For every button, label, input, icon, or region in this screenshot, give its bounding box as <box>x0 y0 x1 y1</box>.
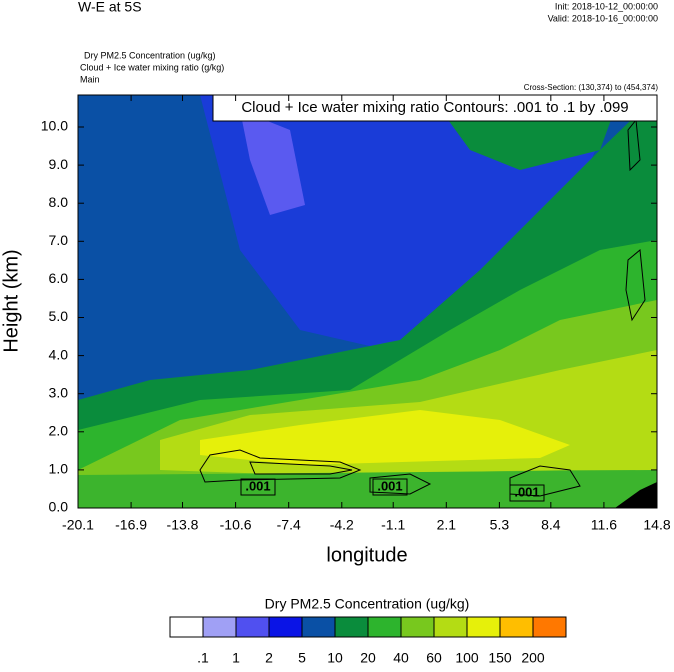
valid-time: Valid: 2018-10-16_00:00:00 <box>548 13 658 23</box>
y-tick-label: 9.0 <box>49 156 69 172</box>
colorbar-label: 5 <box>298 650 306 666</box>
colorbar-box <box>301 616 336 638</box>
colorbar-box <box>466 616 501 638</box>
field-region <box>78 470 657 508</box>
contour-label: .001 <box>514 484 539 499</box>
colorbar-box <box>367 616 402 638</box>
x-tick-label: 5.3 <box>490 517 510 533</box>
y-tick-label: 7.0 <box>49 232 69 248</box>
contour-lines <box>199 118 646 497</box>
y-tick-label: 10.0 <box>41 118 68 134</box>
colorbar-label: 60 <box>426 650 442 666</box>
colorbar-box <box>268 616 303 638</box>
colorbar-box <box>334 616 369 638</box>
x-tick-label: 2.1 <box>437 517 457 533</box>
field-region <box>615 482 657 508</box>
x-tick-label: -20.1 <box>62 517 94 533</box>
x-axis-label: longitude <box>326 544 407 566</box>
colorbar-label: 40 <box>393 650 409 666</box>
x-tick-label: 14.8 <box>643 517 670 533</box>
colorbar-title: Dry PM2.5 Concentration (ug/kg) <box>265 596 470 612</box>
contour-label-box <box>240 478 276 496</box>
cross-section: Cross-Section: (130,374) to (454,374) <box>524 83 659 92</box>
colorbar-label: 10 <box>327 650 343 666</box>
x-tick-label: -10.6 <box>220 517 252 533</box>
init-time: Init: 2018-10-12_00:00:00 <box>555 1 658 11</box>
contour-label: .001 <box>245 478 270 493</box>
colorbar-label: 2 <box>265 650 273 666</box>
field-name: Dry PM2.5 Concentration (ug/kg) <box>84 50 216 60</box>
annotation-box <box>212 94 658 122</box>
x-tick-label: -7.4 <box>277 517 301 533</box>
x-tick-label: -16.9 <box>115 517 147 533</box>
x-tick-label: 8.4 <box>541 517 561 533</box>
colorbar-box <box>532 616 567 638</box>
y-tick-label: 0.0 <box>49 499 69 515</box>
colorbar-label: 1 <box>232 650 240 666</box>
y-tick-label: 6.0 <box>49 270 69 286</box>
field-region <box>200 410 570 465</box>
field-region <box>240 110 305 215</box>
y-tick-label: 5.0 <box>49 308 69 324</box>
x-tick-label: -4.2 <box>330 517 354 533</box>
colorbar-label: 200 <box>521 650 545 666</box>
plot-frame <box>77 94 658 509</box>
colorbar-box <box>400 616 435 638</box>
colorbar-label: 150 <box>488 650 512 666</box>
y-tick-label: 4.0 <box>49 346 69 362</box>
annotation: Cloud + Ice water mixing ratio Contours:… <box>241 99 628 116</box>
x-tick-label: 11.6 <box>591 517 617 533</box>
colorbar-label: .1 <box>197 650 209 666</box>
y-axis-label: Height (km) <box>0 249 22 352</box>
colorbar-label: 100 <box>455 650 479 666</box>
contour-label: .001 <box>377 478 402 493</box>
colorbar-box <box>235 616 270 638</box>
y-tick-label: 2.0 <box>49 423 69 439</box>
y-tick-label: 1.0 <box>49 461 69 477</box>
chart-title: W-E at 5S <box>78 0 142 15</box>
y-tick-label: 8.0 <box>49 194 69 210</box>
colorbar-box <box>202 616 237 638</box>
contour-label-box <box>372 478 408 496</box>
field-name: Cloud + Ice water mixing ratio (g/kg) <box>80 62 224 72</box>
colorbar-label: 20 <box>360 650 376 666</box>
colorbar-box <box>433 616 468 638</box>
colorbar-box <box>499 616 534 638</box>
x-tick-label: -1.1 <box>381 517 405 533</box>
field-name: Main <box>80 74 100 84</box>
contour-label-box <box>509 484 545 502</box>
y-tick-label: 3.0 <box>49 384 69 400</box>
x-tick-label: -13.8 <box>167 517 199 533</box>
contour-field <box>78 95 657 508</box>
colorbar-box <box>169 616 204 638</box>
